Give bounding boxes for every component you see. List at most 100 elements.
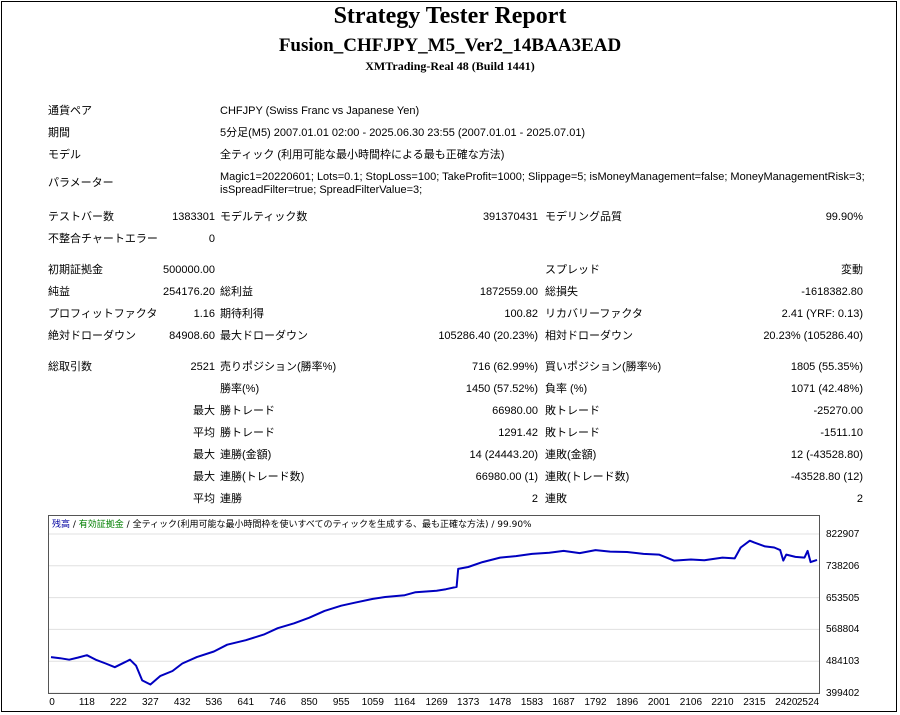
legend-equity: 有効証拠金 bbox=[78, 520, 124, 530]
cons-win-amount-value: 14 (24443.20) bbox=[469, 449, 539, 461]
win-rate-label: 勝率(%) bbox=[220, 383, 260, 395]
net-profit-value: 254176.20 bbox=[163, 286, 215, 298]
legend-sep-2: / bbox=[123, 520, 133, 530]
x-tick-label: 2315 bbox=[743, 697, 766, 708]
x-tick-label: 118 bbox=[78, 697, 95, 708]
server-info: XMTrading-Real 48 (Build 1441) bbox=[365, 59, 535, 73]
legend-quality: 99.90% bbox=[497, 520, 532, 530]
abs-drawdown-label: 絶対ドローダウン bbox=[48, 330, 136, 342]
avg-cons-loss-value: 2 bbox=[856, 493, 863, 505]
short-positions-label: 売りポジション(勝率%) bbox=[220, 361, 337, 373]
deposit-label: 初期証拠金 bbox=[48, 264, 103, 276]
cons-win-amount-label: 連勝(金額) bbox=[220, 449, 272, 461]
spread-label: スプレッド bbox=[545, 264, 600, 276]
params-label: パラメーター bbox=[48, 177, 114, 189]
x-tick-label: 2524 bbox=[796, 697, 820, 708]
x-tick-label: 1792 bbox=[584, 697, 607, 708]
x-tick-label: 955 bbox=[332, 697, 350, 708]
x-tick-label: 1896 bbox=[615, 697, 639, 708]
max-loss-value: -25270.00 bbox=[813, 405, 863, 417]
max-drawdown-value: 105286.40 (20.23%) bbox=[438, 330, 538, 342]
x-tick-label: 1478 bbox=[488, 697, 512, 708]
cons-win-count-label: 連勝(トレード数) bbox=[220, 471, 305, 483]
x-tick-label: 1269 bbox=[425, 697, 448, 708]
cons-win-count-value: 66980.00 (1) bbox=[475, 471, 538, 483]
expected-payoff-value: 100.82 bbox=[504, 308, 538, 320]
legend-sep-3: / bbox=[488, 520, 498, 530]
avg-win-value: 1291.42 bbox=[498, 427, 538, 439]
y-tick-label: 738206 bbox=[826, 560, 860, 572]
rel-drawdown-label: 相対ドローダウン bbox=[545, 330, 633, 342]
abs-drawdown-value: 84908.60 bbox=[169, 330, 215, 342]
x-tick-label: 327 bbox=[142, 697, 159, 708]
loss-rate-value: 1071 (42.48%) bbox=[790, 383, 863, 395]
max-prefix-1: 最大 bbox=[193, 405, 215, 417]
x-tick-label: 2001 bbox=[647, 697, 671, 708]
avg-loss-value: -1511.10 bbox=[820, 427, 863, 439]
chart-legend: 残高 / 有効証拠金 / 全ティック(利用可能な最小時間枠を使いすべてのティック… bbox=[52, 517, 532, 530]
max-prefix-3: 最大 bbox=[193, 471, 215, 483]
recovery-factor-label: リカバリーファクタ bbox=[545, 308, 643, 320]
y-tick-label: 568804 bbox=[826, 624, 860, 636]
symbol-value: CHFJPY (Swiss Franc vs Japanese Yen) bbox=[220, 105, 420, 117]
profit-factor-value: 1.16 bbox=[193, 308, 215, 320]
total-trades-value: 2521 bbox=[190, 361, 215, 373]
gross-loss-value: -1618382.80 bbox=[801, 286, 863, 298]
max-drawdown-label: 最大ドローダウン bbox=[220, 330, 308, 342]
x-tick-label: 536 bbox=[205, 697, 223, 708]
recovery-factor-value: 2.41 (YRF: 0.13) bbox=[781, 308, 863, 320]
x-tick-label: 1687 bbox=[552, 697, 575, 708]
gross-profit-value: 1872559.00 bbox=[479, 286, 538, 298]
gross-profit-label: 総利益 bbox=[220, 286, 253, 298]
spread-value: 変動 bbox=[841, 264, 863, 276]
avg-cons-win-label: 連勝 bbox=[220, 493, 242, 505]
avg-cons-win-value: 2 bbox=[531, 493, 538, 505]
avg-prefix-2: 平均 bbox=[193, 493, 215, 505]
model-value: 全ティック (利用可能な最小時間枠による最も正確な方法) bbox=[220, 149, 505, 161]
x-tick-label: 641 bbox=[237, 697, 255, 708]
max-win-value: 66980.00 bbox=[492, 405, 538, 417]
expected-payoff-label: 期待利得 bbox=[220, 308, 264, 320]
x-tick-label: 2420 bbox=[775, 697, 798, 708]
balance-chart bbox=[49, 533, 819, 693]
model-label: モデル bbox=[48, 149, 81, 161]
params-value-line1: Magic1=20220601; Lots=0.1; StopLoss=100;… bbox=[220, 171, 865, 183]
quality-label: モデリング品質 bbox=[545, 211, 622, 223]
avg-win-label: 勝トレード bbox=[220, 427, 275, 439]
x-tick-label: 1583 bbox=[520, 697, 544, 708]
gross-loss-label: 総損失 bbox=[545, 286, 578, 298]
y-tick-label: 653505 bbox=[826, 592, 860, 604]
x-tick-label: 222 bbox=[110, 697, 127, 708]
symbol-label: 通貨ペア bbox=[48, 105, 92, 117]
ticks-label: モデルティック数 bbox=[220, 211, 308, 223]
loss-rate-label: 負率 (%) bbox=[545, 383, 588, 395]
y-tick-label: 484103 bbox=[826, 656, 860, 668]
report-title: Strategy Tester Report bbox=[333, 3, 567, 29]
cons-loss-count-label: 連敗(トレード数) bbox=[545, 471, 630, 483]
avg-prefix-1: 平均 bbox=[193, 427, 215, 439]
x-tick-label: 1059 bbox=[361, 697, 384, 708]
net-profit-label: 純益 bbox=[48, 286, 70, 298]
x-tick-label: 850 bbox=[300, 697, 318, 708]
period-label: 期間 bbox=[48, 127, 70, 139]
bars-label: テストバー数 bbox=[48, 211, 114, 223]
quality-value: 99.90% bbox=[825, 211, 863, 223]
avg-loss-label: 敗トレード bbox=[545, 427, 600, 439]
bars-value: 1383301 bbox=[172, 211, 215, 223]
long-positions-label: 買いポジション(勝率%) bbox=[545, 361, 662, 373]
y-tick-label: 399402 bbox=[826, 688, 860, 699]
rel-drawdown-value: 20.23% (105286.40) bbox=[763, 330, 863, 342]
legend-balance: 残高 bbox=[52, 520, 71, 530]
legend-description: 全ティック(利用可能な最小時間枠を使いすべてのティックを生成する、最も正確な方法… bbox=[132, 520, 489, 530]
period-value: 5分足(M5) 2007.01.01 02:00 - 2025.06.30 23… bbox=[220, 127, 586, 139]
mismatch-value: 0 bbox=[208, 233, 215, 245]
cons-loss-amount-value: 12 (-43528.80) bbox=[790, 449, 863, 461]
x-tick-label: 746 bbox=[269, 697, 286, 708]
ticks-value: 391370431 bbox=[482, 211, 538, 223]
win-rate-value: 1450 (57.52%) bbox=[465, 383, 538, 395]
params-value-line2: isSpreadFilter=true; SpreadFilterValue=3… bbox=[220, 184, 423, 196]
balance-line-0 bbox=[50, 539, 818, 686]
long-positions-value: 1805 (55.35%) bbox=[790, 361, 863, 373]
cons-loss-amount-label: 連敗(金額) bbox=[545, 449, 597, 461]
